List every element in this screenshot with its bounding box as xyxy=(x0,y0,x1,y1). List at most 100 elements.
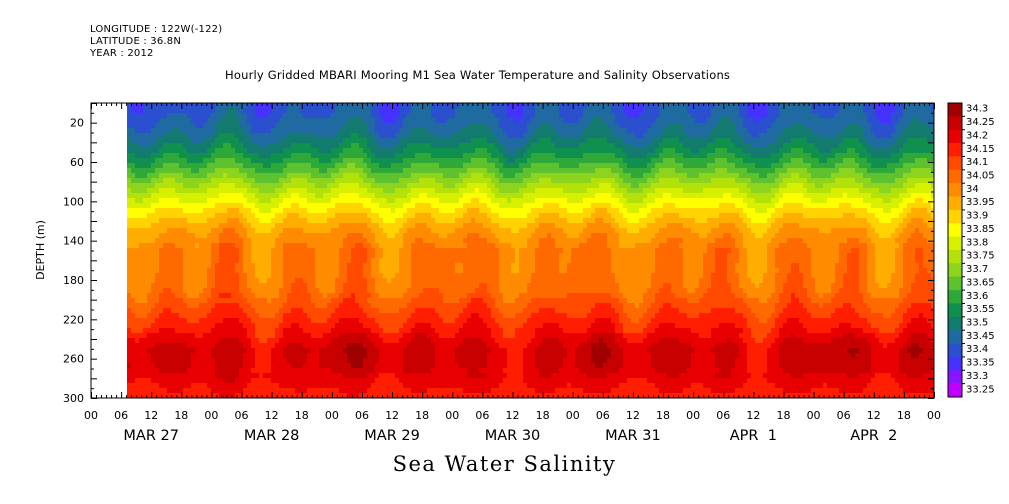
heatmap-cell xyxy=(363,258,368,264)
heatmap-cell xyxy=(231,343,236,349)
heatmap-cell xyxy=(367,313,372,319)
heatmap-cell xyxy=(327,353,332,359)
heatmap-cell xyxy=(443,278,448,284)
heatmap-cell xyxy=(151,203,156,209)
heatmap-cell xyxy=(255,208,260,214)
heatmap-cell xyxy=(223,108,228,114)
heatmap-cell xyxy=(415,363,420,369)
heatmap-cell xyxy=(227,238,232,244)
heatmap-cell xyxy=(367,348,372,354)
heatmap-cell xyxy=(139,328,144,334)
heatmap-cell xyxy=(231,163,236,169)
heatmap-cell xyxy=(351,243,356,249)
heatmap-cell xyxy=(211,283,216,289)
heatmap-cell xyxy=(215,128,220,134)
heatmap-cell xyxy=(191,268,196,274)
heatmap-cell xyxy=(375,188,380,194)
heatmap-cell xyxy=(183,253,188,259)
heatmap-cell xyxy=(167,163,172,169)
heatmap-cell xyxy=(291,348,296,354)
heatmap-cell xyxy=(435,178,440,184)
heatmap-cell xyxy=(187,193,192,199)
heatmap-cell xyxy=(383,198,388,204)
heatmap-cell xyxy=(347,283,352,289)
heatmap-cell xyxy=(219,293,224,299)
heatmap-cell xyxy=(299,123,304,129)
heatmap-cell xyxy=(319,348,324,354)
heatmap-cell xyxy=(211,288,216,294)
heatmap-cell xyxy=(207,238,212,244)
heatmap-cell xyxy=(211,368,216,374)
heatmap-cell xyxy=(371,333,376,339)
heatmap-cell xyxy=(319,258,324,264)
heatmap-cell xyxy=(135,143,140,149)
heatmap-cell xyxy=(207,148,212,154)
heatmap-cell xyxy=(439,343,444,349)
heatmap-cell xyxy=(235,268,240,274)
heatmap-cell xyxy=(287,338,292,344)
heatmap-cell xyxy=(371,163,376,169)
heatmap-cell xyxy=(219,278,224,284)
heatmap-cell xyxy=(175,283,180,289)
heatmap-cell xyxy=(155,268,160,274)
heatmap-cell xyxy=(419,188,424,194)
heatmap-cell xyxy=(175,278,180,284)
heatmap-cell xyxy=(311,128,316,134)
heatmap-cell xyxy=(435,348,440,354)
heatmap-cell xyxy=(347,353,352,359)
heatmap-cell xyxy=(419,238,424,244)
heatmap-cell xyxy=(347,203,352,209)
heatmap-cell xyxy=(231,313,236,319)
heatmap-cell xyxy=(211,353,216,359)
heatmap-cell xyxy=(135,298,140,304)
heatmap-cell xyxy=(191,293,196,299)
heatmap-cell xyxy=(359,318,364,324)
heatmap-cell xyxy=(363,178,368,184)
heatmap-cell xyxy=(275,268,280,274)
heatmap-cell xyxy=(207,393,212,399)
heatmap-cell xyxy=(379,153,384,159)
heatmap-cell xyxy=(447,383,452,389)
heatmap-cell xyxy=(175,203,180,209)
heatmap-cell xyxy=(155,258,160,264)
heatmap-cell xyxy=(339,133,344,139)
heatmap-cell xyxy=(227,228,232,234)
heatmap-cell xyxy=(311,273,316,279)
heatmap-cell xyxy=(183,393,188,399)
heatmap-cell xyxy=(127,138,132,144)
heatmap-cell xyxy=(375,363,380,369)
heatmap-cell xyxy=(431,108,436,114)
heatmap-cell xyxy=(251,253,256,259)
heatmap-cell xyxy=(299,158,304,164)
heatmap-cell xyxy=(263,323,268,329)
heatmap-cell xyxy=(151,303,156,309)
heatmap-cell xyxy=(455,228,460,234)
heatmap-cell xyxy=(283,203,288,209)
heatmap-cell xyxy=(159,353,164,359)
heatmap-cell xyxy=(459,158,464,164)
heatmap-cell xyxy=(415,213,420,219)
heatmap-cell xyxy=(195,363,200,369)
heatmap-cell xyxy=(347,388,352,394)
heatmap-cell xyxy=(407,298,412,304)
heatmap-cell xyxy=(351,318,356,324)
heatmap-cell xyxy=(203,273,208,279)
heatmap-cell xyxy=(415,203,420,209)
heatmap-cell xyxy=(235,323,240,329)
heatmap-cell xyxy=(335,113,340,119)
heatmap-cell xyxy=(303,198,308,204)
heatmap-cell xyxy=(215,123,220,129)
heatmap-cell xyxy=(335,238,340,244)
heatmap-cell xyxy=(431,328,436,334)
heatmap-cell xyxy=(255,388,260,394)
heatmap-cell xyxy=(363,148,368,154)
heatmap-cell xyxy=(239,203,244,209)
heatmap-cell xyxy=(431,123,436,129)
heatmap-cell xyxy=(295,188,300,194)
heatmap-cell xyxy=(143,348,148,354)
heatmap-cell xyxy=(311,263,316,269)
heatmap-cell xyxy=(347,248,352,254)
heatmap-cell xyxy=(307,143,312,149)
heatmap-cell xyxy=(303,188,308,194)
heatmap-cell xyxy=(231,378,236,384)
